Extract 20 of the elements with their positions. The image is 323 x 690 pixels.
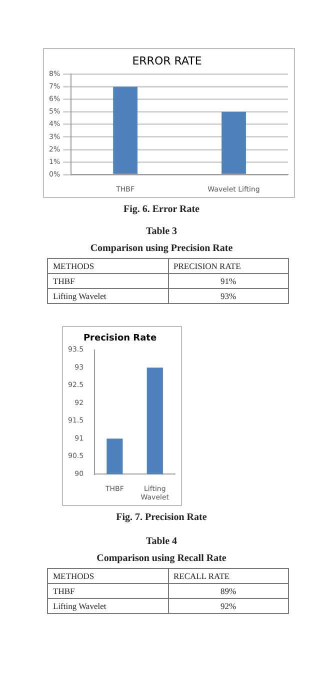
caption: Fig. 6. Error Rate (122, 204, 200, 215)
chart-title: ERROR RATE (132, 54, 202, 68)
text: Table 3 (144, 226, 178, 237)
text: Comparison using Recall Rate (96, 553, 228, 564)
text: 89% (168, 584, 288, 598)
text: THBF (48, 584, 168, 598)
text: Table 4 (144, 536, 178, 547)
text: Lifting Wavelet (48, 288, 168, 304)
chart-title: Precision Rate (83, 334, 157, 344)
text: Comparison using Precision Rate (89, 243, 234, 254)
text: RECALL RATE (168, 568, 288, 584)
text: THBF (48, 274, 168, 288)
text: METHODS (48, 258, 168, 274)
text: Lifting Wavelet (48, 598, 168, 614)
text: 91% (168, 274, 288, 288)
text: 92% (168, 598, 288, 614)
text: 93% (168, 288, 288, 304)
caption: Fig. 7. Precision Rate (115, 512, 208, 523)
text: METHODS (48, 568, 168, 584)
text: PRECISION RATE (168, 258, 288, 274)
